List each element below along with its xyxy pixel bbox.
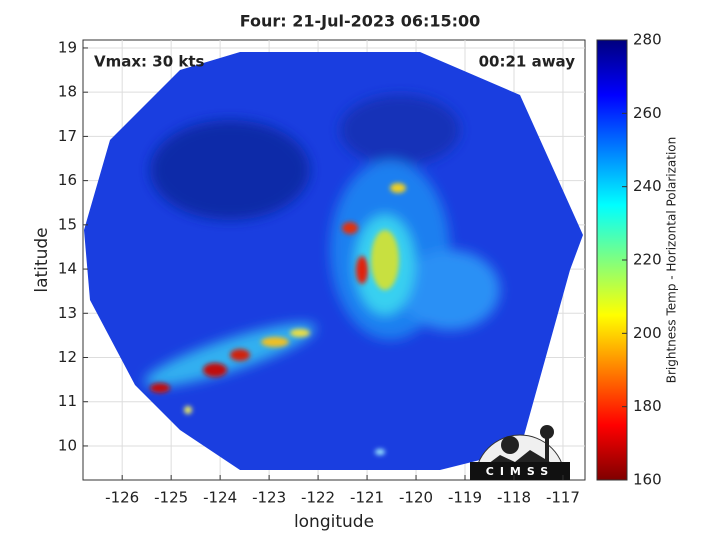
y-tick-label: 18 <box>58 83 77 101</box>
y-axis-label: latitude <box>32 227 52 292</box>
y-tick-label: 17 <box>58 127 77 145</box>
x-tick-label: -117 <box>546 489 580 507</box>
x-tick-label: -124 <box>203 489 237 507</box>
chart-title: Four: 21-Jul-2023 06:15:00 <box>240 12 481 31</box>
colorbar-label: Brightness Temp - Horizontal Polarizatio… <box>665 137 679 384</box>
imagery: CIMSS <box>84 52 583 480</box>
annotation: Vmax: 30 kts <box>94 53 204 71</box>
y-tick-label: 12 <box>58 348 77 366</box>
y-tick-label: 15 <box>58 215 77 233</box>
colorbar-tick-label: 180 <box>633 397 662 415</box>
colorbar-tick-label: 280 <box>633 31 662 49</box>
y-tick-label: 13 <box>58 304 77 322</box>
colorbar-tick-label: 240 <box>633 177 662 195</box>
logo: CIMSS <box>470 425 570 480</box>
logo-text: CIMSS <box>486 465 554 478</box>
annotation: 00:21 away <box>479 53 576 71</box>
x-tick-label: -118 <box>497 489 531 507</box>
y-tick-label: 16 <box>58 171 77 189</box>
y-tick-label: 11 <box>58 392 77 410</box>
x-tick-label: -123 <box>252 489 286 507</box>
x-tick-label: -121 <box>350 489 384 507</box>
colorbar-tick-label: 220 <box>633 251 662 269</box>
x-tick-label: -122 <box>301 489 335 507</box>
colorbar-tick-label: 160 <box>633 471 662 489</box>
y-tick-label: 14 <box>58 260 77 278</box>
x-tick-label: -125 <box>154 489 188 507</box>
x-tick-label: -126 <box>105 489 139 507</box>
y-tick-label: 19 <box>58 38 77 56</box>
x-tick-label: -120 <box>399 489 433 507</box>
colorbar-tick-label: 200 <box>633 324 662 342</box>
y-tick-label: 10 <box>58 436 77 454</box>
x-tick-label: -119 <box>448 489 482 507</box>
colorbar-tick-label: 260 <box>633 104 662 122</box>
x-axis-label: longitude <box>294 512 374 532</box>
